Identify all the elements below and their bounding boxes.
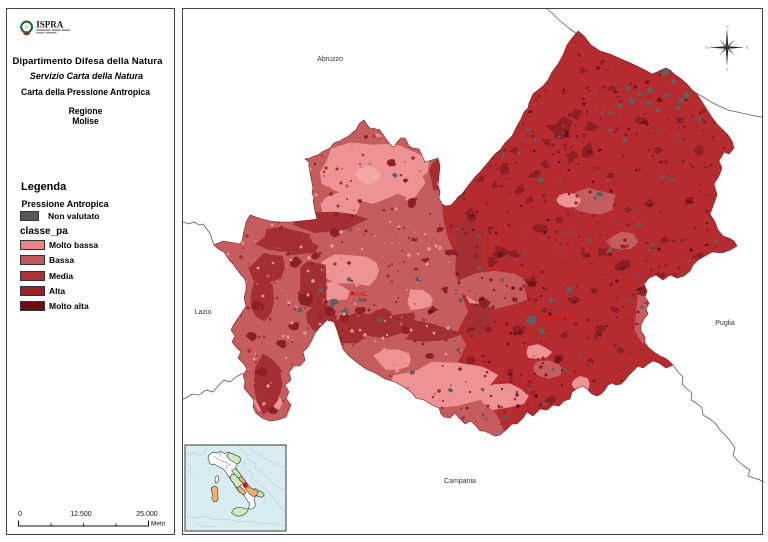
svg-text:0: 0 [18, 511, 22, 518]
svg-text:12.500: 12.500 [70, 511, 92, 518]
svg-text:S: S [726, 67, 729, 72]
svg-text:Isernia: Isernia [348, 291, 368, 298]
svg-text:ISPRA: ISPRA [36, 19, 64, 29]
svg-text:N: N [725, 24, 728, 29]
svg-text:25.000: 25.000 [136, 511, 158, 518]
svg-text:E: E [746, 45, 749, 50]
svg-text:Lazio: Lazio [195, 309, 212, 316]
svg-text:Campania: Campania [444, 478, 476, 485]
svg-text:Abruzzo: Abruzzo [317, 56, 343, 63]
svg-text:Campobasso: Campobasso [538, 315, 577, 322]
svg-text:Metri: Metri [151, 520, 165, 527]
svg-text:W: W [705, 45, 710, 50]
svg-text:Puglia: Puglia [715, 320, 735, 327]
